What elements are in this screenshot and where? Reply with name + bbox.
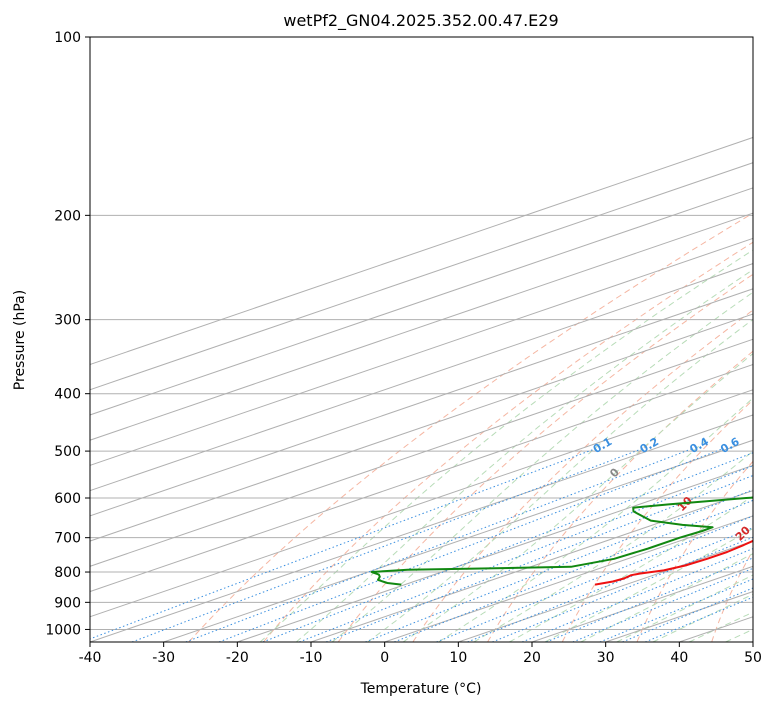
y-tick-label: 700 xyxy=(54,531,81,547)
y-tick-label: 1000 xyxy=(45,622,81,638)
x-axis: -40 -30 -20 -10 0 10 20 30 40 50 xyxy=(79,642,762,666)
mixing-ratio-label: 0.4 xyxy=(688,435,712,456)
x-tick-label: 0 xyxy=(380,650,389,666)
x-tick-label: 10 xyxy=(449,650,467,666)
y-axis-label: Pressure (hPa) xyxy=(12,290,28,390)
mixing-ratio-line xyxy=(263,449,764,643)
x-tick-label: -40 xyxy=(79,650,102,666)
wetbulb-label: 20 xyxy=(733,523,753,543)
x-tick-label: 20 xyxy=(523,650,541,666)
isotherm xyxy=(90,37,775,642)
moist-adiabat xyxy=(726,37,775,642)
isotherm xyxy=(0,37,775,642)
y-tick-label: 600 xyxy=(54,491,81,507)
isotherm xyxy=(0,37,775,642)
y-tick-label: 300 xyxy=(54,313,81,329)
y-axis: 100 200 300 400 500 600 700 800 900 1000 xyxy=(45,30,90,638)
dry-adiabat xyxy=(637,37,775,642)
x-tick-label: -30 xyxy=(152,650,175,666)
dewpoint-line xyxy=(372,37,775,585)
dry-adiabat xyxy=(712,37,775,642)
isotherm xyxy=(385,37,775,642)
x-tick-label: 50 xyxy=(744,650,762,666)
y-tick-label: 100 xyxy=(54,30,81,46)
isotherm xyxy=(606,37,775,642)
y-tick-label: 400 xyxy=(54,387,81,403)
wetbulb-label: 30 xyxy=(765,553,775,573)
isotherm xyxy=(0,37,775,642)
isotherm xyxy=(0,37,775,642)
x-tick-label: -20 xyxy=(226,650,249,666)
mixing-ratio-line xyxy=(600,449,775,643)
isotherm xyxy=(753,37,775,642)
chart-title: wetPf2_GN04.2025.352.00.47.E29 xyxy=(283,11,558,31)
y-tick-label: 200 xyxy=(54,208,81,224)
mixing-ratio-line xyxy=(326,449,775,643)
moist-adiabat xyxy=(689,37,775,642)
dry-adiabat xyxy=(264,37,775,642)
mixing-ratio-label: 1 xyxy=(764,438,775,453)
dry-adiabat xyxy=(413,37,775,642)
isotherm xyxy=(164,37,775,642)
mixing-ratio-label: 0.6 xyxy=(718,435,742,456)
y-tick-label: 500 xyxy=(54,444,81,460)
x-axis-label: Temperature (°C) xyxy=(360,681,482,697)
y-tick-label: 800 xyxy=(54,565,81,581)
profile-series xyxy=(372,37,775,585)
y-tick-label: 900 xyxy=(54,595,81,611)
mixing-ratio-line xyxy=(299,449,775,643)
x-tick-label: 30 xyxy=(597,650,615,666)
isotherm xyxy=(0,37,775,642)
background-lines xyxy=(0,37,775,642)
dry-adiabat xyxy=(338,37,775,642)
mixing-ratio-line xyxy=(219,449,723,643)
moist-adiabat xyxy=(260,37,775,642)
mixing-ratio-line xyxy=(522,449,775,643)
isotherm xyxy=(0,37,775,642)
isotherm xyxy=(532,37,775,642)
isotherm xyxy=(0,37,775,642)
x-tick-label: -10 xyxy=(300,650,323,666)
isotherm xyxy=(0,37,775,642)
mixing-ratio-line xyxy=(132,449,643,643)
isotherm xyxy=(0,37,775,642)
moist-adiabat xyxy=(296,37,775,642)
dry-adiabat xyxy=(562,37,775,642)
isotherm xyxy=(311,37,775,642)
mixing-ratio-line xyxy=(492,449,775,643)
x-tick-label: 40 xyxy=(670,650,688,666)
isotherm xyxy=(0,37,775,642)
moist-adiabat xyxy=(653,37,775,642)
